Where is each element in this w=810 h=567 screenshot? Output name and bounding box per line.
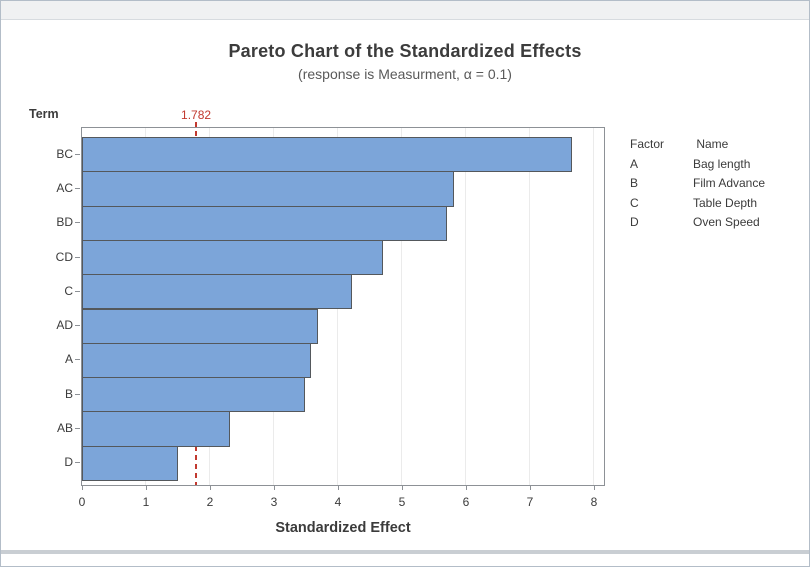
legend-factor: A	[630, 156, 639, 171]
bar-BC	[82, 137, 572, 173]
legend-row: B Film Advance	[630, 174, 765, 194]
gridline	[593, 128, 594, 485]
category-label: CD	[55, 249, 73, 264]
x-tick	[82, 485, 83, 490]
gridline	[529, 128, 530, 485]
legend: Factor Name A Bag length B Film Advance C Tab…	[630, 135, 765, 233]
chart-subtitle: (response is Measurment, α = 0.1)	[298, 66, 512, 82]
x-tick	[402, 485, 403, 490]
legend-header-factor: Factor	[630, 137, 665, 151]
legend-row: D Oven Speed	[630, 213, 765, 233]
bar-AB	[82, 411, 230, 447]
category-label: AD	[56, 318, 73, 333]
category-label: D	[64, 455, 73, 470]
category-tick	[75, 256, 80, 258]
category-label: A	[64, 352, 73, 367]
x-tick	[338, 485, 339, 490]
category-label: BD	[56, 215, 73, 230]
x-tick-label: 0	[78, 495, 86, 509]
category-tick	[75, 462, 80, 464]
legend-row: C Table Depth	[630, 194, 765, 214]
x-tick-label: 6	[462, 495, 470, 509]
window-bottom-bar	[1, 550, 809, 554]
x-tick	[146, 485, 147, 490]
category-tick	[75, 187, 80, 189]
legend-factor: B	[630, 176, 639, 191]
category-tick	[75, 290, 80, 292]
x-axis-title: Standardized Effect	[275, 520, 411, 536]
x-tick	[594, 485, 595, 490]
x-tick	[210, 485, 211, 490]
category-label: C	[64, 283, 73, 298]
bar-AC	[82, 171, 455, 207]
category-label: B	[64, 386, 73, 401]
x-tick-label: 5	[398, 495, 406, 509]
gridline	[465, 128, 466, 485]
legend-name: Film Advance	[693, 176, 766, 191]
legend-name: Table Depth	[693, 195, 758, 210]
legend-header-row: Factor Name	[630, 135, 765, 155]
y-axis-title: Term	[29, 107, 59, 121]
category-label: AB	[56, 421, 73, 436]
legend-header-name: Name	[696, 137, 729, 151]
bar-A	[82, 342, 312, 379]
x-tick-label: 8	[590, 495, 598, 509]
legend-row: A Bag length	[630, 155, 765, 175]
x-tick-label: 4	[334, 495, 342, 509]
bar-B	[82, 377, 305, 413]
category-label: AC	[56, 180, 73, 195]
plot-area: 1.782	[81, 108, 605, 486]
window-titlebar	[1, 1, 809, 20]
x-tick-label: 1	[142, 495, 150, 509]
bar-D	[82, 445, 178, 481]
bar-AD	[82, 308, 318, 344]
legend-factor: D	[630, 215, 639, 230]
category-tick	[75, 153, 80, 155]
category-label: BC	[56, 146, 73, 161]
x-tick	[466, 485, 467, 490]
legend-factor: C	[630, 195, 639, 210]
chart-title: Pareto Chart of the Standardized Effects	[228, 41, 582, 61]
x-tick	[274, 485, 275, 490]
category-tick	[75, 393, 80, 395]
x-tick	[530, 485, 531, 490]
category-tick	[75, 359, 80, 361]
bar-C	[82, 274, 353, 310]
bar-BD	[82, 205, 447, 241]
x-tick-label: 2	[206, 495, 214, 509]
x-tick-label: 7	[526, 495, 534, 509]
legend-name: Bag length	[693, 156, 751, 171]
category-tick	[75, 428, 80, 430]
reference-line-label: 1.782	[181, 108, 212, 122]
gridline	[401, 128, 402, 485]
category-tick	[75, 222, 80, 224]
legend-name: Oven Speed	[693, 215, 760, 230]
x-tick-label: 3	[270, 495, 278, 509]
category-tick	[75, 325, 80, 327]
bar-CD	[82, 239, 383, 276]
